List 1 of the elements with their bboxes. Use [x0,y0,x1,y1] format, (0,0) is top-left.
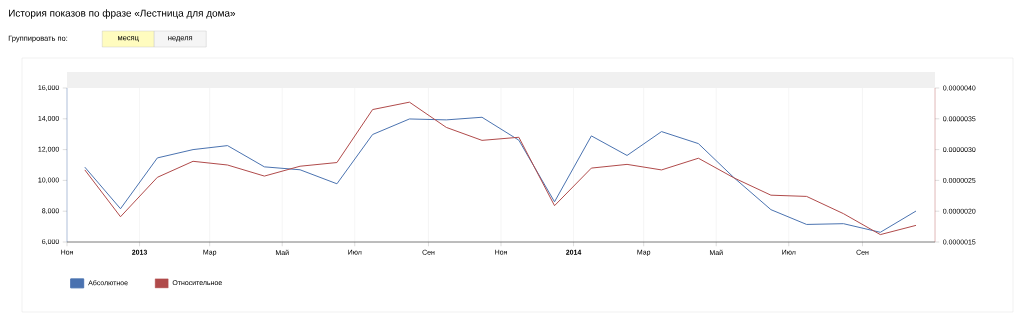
chart-title: История показов по фразе «Лестница для дома» [9,9,236,19]
